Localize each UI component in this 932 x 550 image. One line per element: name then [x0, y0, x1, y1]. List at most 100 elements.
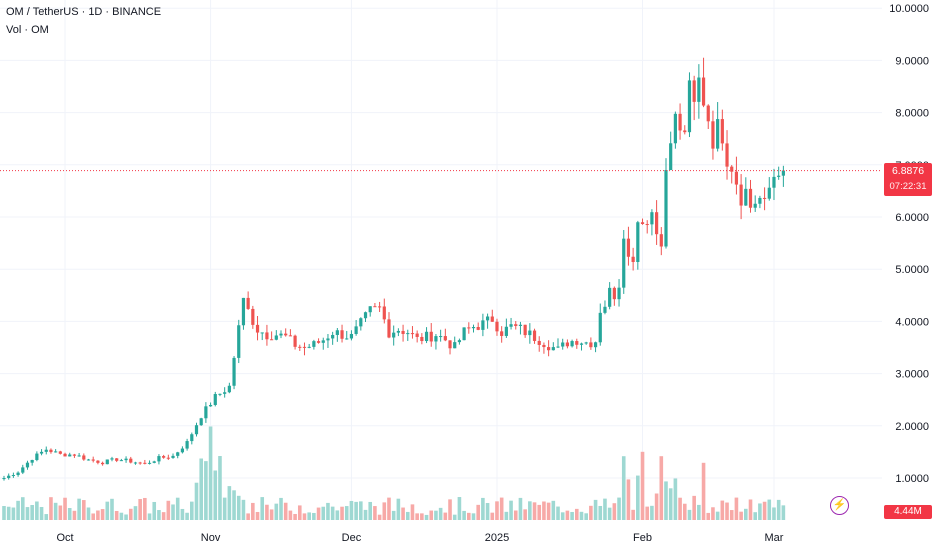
volume-bar: [143, 497, 147, 520]
volume-bar: [767, 499, 772, 520]
candle: [63, 452, 67, 457]
volume-bar: [715, 511, 720, 520]
volume-bar: [579, 511, 584, 520]
volume-bar: [166, 500, 171, 520]
candle: [312, 339, 316, 350]
candle: [537, 336, 541, 352]
volume-bar: [621, 456, 626, 520]
candle: [91, 456, 95, 463]
volume-bar: [589, 505, 593, 520]
candle: [509, 317, 513, 330]
volume-bar: [190, 501, 194, 520]
volume-bar: [537, 504, 542, 520]
volume-bar: [283, 502, 288, 520]
volume-bar: [114, 510, 119, 520]
candle: [180, 446, 185, 454]
volume-bar: [110, 498, 114, 520]
candle: [157, 454, 161, 465]
volume-bar: [434, 510, 438, 520]
candle: [96, 460, 100, 465]
candle: [119, 458, 123, 462]
candle: [424, 327, 429, 344]
price-tick-label: 3.0000: [895, 369, 929, 381]
volume-bar: [415, 513, 419, 520]
candle: [237, 319, 241, 364]
volume-bar: [420, 513, 424, 520]
candle: [401, 324, 405, 342]
volume-bar: [2, 506, 6, 520]
volume-bar: [405, 511, 410, 520]
volume-bar: [227, 486, 232, 520]
volume-bar: [448, 499, 452, 520]
volume-bar: [659, 456, 664, 520]
candle: [227, 382, 231, 394]
volume-bar: [640, 451, 645, 520]
candle: [575, 338, 579, 349]
price-tick-label: 6.0000: [895, 212, 929, 224]
candle: [54, 449, 58, 453]
candle: [129, 456, 133, 464]
price-tick-label: 8.0000: [895, 108, 929, 120]
volume-bar: [194, 482, 199, 520]
candle: [485, 313, 490, 329]
candle: [514, 321, 518, 330]
volume-bar: [650, 505, 654, 520]
candle: [565, 339, 569, 349]
volume-bar: [598, 505, 603, 520]
candle: [331, 331, 335, 345]
volume-bar: [758, 503, 762, 520]
candle: [147, 460, 152, 465]
volume-bar: [574, 508, 579, 520]
candle: [255, 316, 260, 341]
candle: [382, 298, 386, 324]
candle: [603, 300, 607, 315]
volume-bar: [213, 470, 218, 520]
volume-bar: [185, 512, 189, 520]
volume-bar: [532, 502, 537, 520]
candle: [44, 446, 48, 455]
candle: [683, 125, 687, 135]
volume-bar: [265, 504, 269, 520]
candle: [462, 327, 466, 341]
symbol-legend[interactable]: OM / TetherUS · 1D · BINANCE: [6, 6, 162, 18]
candle: [481, 313, 485, 337]
volume-bar: [443, 512, 448, 520]
volume-bar: [424, 514, 429, 520]
volume-legend[interactable]: Vol · OM: [6, 24, 49, 36]
candle: [16, 471, 20, 477]
candle: [72, 453, 77, 458]
lightning-icon[interactable]: ⚡: [830, 496, 849, 515]
volume-bar: [260, 497, 265, 520]
volume-bar: [692, 495, 696, 520]
price-tick-label: 2.0000: [895, 421, 929, 433]
candle: [406, 329, 410, 341]
candle: [748, 179, 753, 213]
candle: [570, 339, 574, 348]
volume-bar: [467, 512, 471, 520]
candle: [115, 457, 119, 463]
volume-bar: [687, 509, 692, 520]
price-tick-label: 9.0000: [895, 55, 929, 67]
price-tick-label: 5.0000: [895, 264, 929, 276]
countdown-timer: 07:22:31: [889, 181, 927, 192]
volume-bar: [654, 493, 659, 520]
volume-bar: [236, 495, 241, 520]
candle: [68, 452, 72, 457]
volume-bar: [401, 507, 405, 520]
candle: [213, 391, 217, 407]
candle: [307, 343, 311, 349]
candle: [260, 332, 264, 341]
volume-bar: [30, 505, 34, 520]
candle: [758, 195, 762, 209]
time-tick-label: Feb: [633, 532, 652, 544]
candle: [772, 168, 776, 201]
candle: [523, 324, 527, 338]
candle: [270, 331, 274, 341]
volume-bar: [344, 506, 349, 520]
volume-bar: [20, 497, 25, 520]
volume-bar: [631, 509, 635, 520]
volume-bar: [551, 500, 556, 520]
candle: [518, 321, 523, 335]
candle: [716, 102, 720, 152]
